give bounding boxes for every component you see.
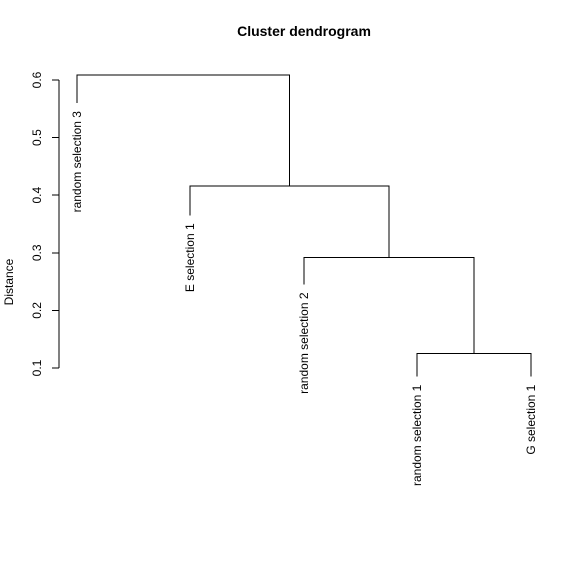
dendrogram-branch: [189, 185, 390, 258]
y-axis-label: Distance: [2, 258, 16, 305]
dendrogram-branches: [76, 74, 532, 377]
y-axis-tick-label: 0.3: [30, 244, 44, 261]
y-axis-tick-label: 0.4: [30, 187, 44, 204]
y-axis-tick-label: 0.5: [30, 129, 44, 146]
leaf-label: random selection 2: [297, 292, 311, 394]
leaf-label: G selection 1: [524, 384, 538, 454]
y-axis: 0.1 0.2 0.3 0.4 0.5 0.6: [30, 71, 60, 376]
leaf-labels: random selection 3 E selection 1 random se…: [70, 111, 538, 486]
y-axis-tick-label: 0.6: [30, 71, 44, 88]
leaf-label: random selection 1: [410, 384, 424, 486]
y-axis-tick-label: 0.1: [30, 359, 44, 376]
leaf-label: random selection 3: [70, 111, 84, 213]
dendrogram-branch: [303, 256, 475, 354]
dendrogram-branch: [416, 353, 532, 377]
leaf-label: E selection 1: [183, 223, 197, 292]
chart-title: Cluster dendrogram: [237, 23, 371, 39]
dendrogram-branch: [76, 74, 290, 186]
y-axis-tick-label: 0.2: [30, 302, 44, 319]
